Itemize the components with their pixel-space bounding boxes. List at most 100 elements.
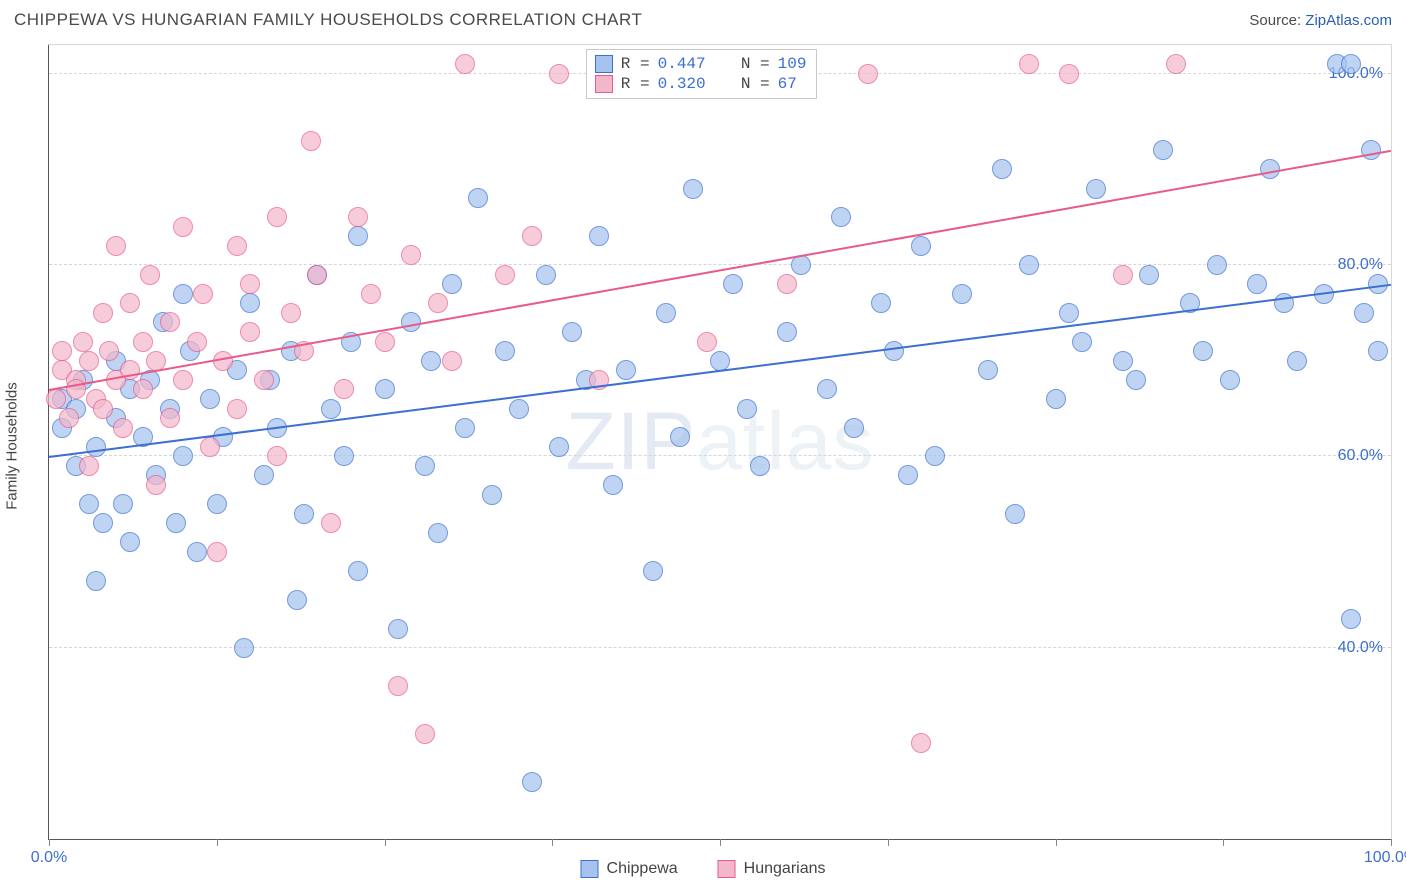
- scatter-point: [348, 561, 368, 581]
- scatter-point: [207, 494, 227, 514]
- scatter-point: [442, 351, 462, 371]
- scatter-point: [73, 332, 93, 352]
- x-tick-mark: [720, 839, 721, 846]
- scatter-point: [442, 274, 462, 294]
- scatter-point: [925, 446, 945, 466]
- scatter-point: [455, 54, 475, 74]
- scatter-point: [683, 179, 703, 199]
- scatter-point: [428, 523, 448, 543]
- scatter-point: [603, 475, 623, 495]
- source-label: Source:: [1249, 12, 1301, 29]
- scatter-point: [831, 207, 851, 227]
- scatter-point: [321, 399, 341, 419]
- scatter-point: [59, 408, 79, 428]
- scatter-point: [468, 188, 488, 208]
- scatter-point: [1247, 274, 1267, 294]
- scatter-point: [1361, 140, 1381, 160]
- x-tick-mark: [49, 839, 50, 846]
- scatter-point: [361, 284, 381, 304]
- scatter-point: [589, 226, 609, 246]
- scatter-point: [93, 513, 113, 533]
- scatter-point: [307, 265, 327, 285]
- scatter-point: [106, 236, 126, 256]
- stat-r-value: 0.320: [658, 75, 706, 93]
- scatter-point: [227, 236, 247, 256]
- scatter-point: [858, 64, 878, 84]
- scatter-point: [133, 332, 153, 352]
- scatter-point: [1086, 179, 1106, 199]
- scatter-point: [240, 274, 260, 294]
- x-tick-mark: [552, 839, 553, 846]
- scatter-point: [120, 532, 140, 552]
- scatter-point: [348, 207, 368, 227]
- scatter-point: [240, 293, 260, 313]
- scatter-point: [375, 379, 395, 399]
- scatter-point: [522, 772, 542, 792]
- scatter-point: [166, 513, 186, 533]
- scatter-point: [415, 456, 435, 476]
- scatter-point: [1072, 332, 1092, 352]
- scatter-point: [79, 494, 99, 514]
- scatter-point: [388, 676, 408, 696]
- source-link[interactable]: ZipAtlas.com: [1305, 12, 1392, 29]
- stat-r-label: R =: [621, 75, 650, 93]
- scatter-point: [750, 456, 770, 476]
- scatter-point: [401, 245, 421, 265]
- plot-wrap: ZIPatlas 40.0%60.0%80.0%100.0%0.0%100.0%…: [48, 44, 1392, 840]
- scatter-point: [1341, 609, 1361, 629]
- scatter-point: [187, 542, 207, 562]
- scatter-point: [1354, 303, 1374, 323]
- scatter-point: [656, 303, 676, 323]
- x-tick-label: 100.0%: [1364, 849, 1406, 867]
- scatter-point: [1059, 64, 1079, 84]
- scatter-point: [93, 399, 113, 419]
- chart-title: CHIPPEWA VS HUNGARIAN FAMILY HOUSEHOLDS …: [14, 10, 642, 30]
- scatter-point: [281, 303, 301, 323]
- scatter-point: [1153, 140, 1173, 160]
- scatter-point: [86, 571, 106, 591]
- scatter-point: [911, 236, 931, 256]
- scatter-point: [1126, 370, 1146, 390]
- scatter-point: [193, 284, 213, 304]
- scatter-point: [200, 389, 220, 409]
- scatter-point: [120, 293, 140, 313]
- scatter-point: [911, 733, 931, 753]
- legend-swatch: [595, 75, 613, 93]
- x-tick-mark: [1223, 839, 1224, 846]
- y-tick-label: 40.0%: [1338, 639, 1383, 657]
- scatter-point: [522, 226, 542, 246]
- scatter-point: [348, 226, 368, 246]
- legend-label: Hungarians: [744, 860, 826, 878]
- scatter-point: [334, 446, 354, 466]
- scatter-point: [777, 274, 797, 294]
- scatter-point: [187, 332, 207, 352]
- scatter-point: [1113, 265, 1133, 285]
- stat-r-value: 0.447: [658, 55, 706, 73]
- scatter-point: [670, 427, 690, 447]
- y-tick-label: 60.0%: [1338, 447, 1383, 465]
- scatter-point: [415, 724, 435, 744]
- scatter-point: [616, 360, 636, 380]
- scatter-point: [200, 437, 220, 457]
- scatter-point: [227, 399, 247, 419]
- scatter-point: [234, 638, 254, 658]
- scatter-point: [871, 293, 891, 313]
- legend-swatch: [595, 55, 613, 73]
- scatter-point: [643, 561, 663, 581]
- plot-area: ZIPatlas 40.0%60.0%80.0%100.0%0.0%100.0%…: [48, 45, 1391, 840]
- scatter-point: [455, 418, 475, 438]
- stats-row: R = 0.447 N = 109: [595, 54, 807, 74]
- x-tick-mark: [385, 839, 386, 846]
- scatter-point: [1207, 255, 1227, 275]
- stat-n-value: 109: [778, 55, 807, 73]
- x-tick-mark: [217, 839, 218, 846]
- scatter-point: [1220, 370, 1240, 390]
- scatter-point: [321, 513, 341, 533]
- x-tick-mark: [1056, 839, 1057, 846]
- scatter-point: [1341, 54, 1361, 74]
- scatter-point: [254, 465, 274, 485]
- scatter-point: [1193, 341, 1213, 361]
- bottom-legend: ChippewaHungarians: [581, 860, 826, 878]
- scatter-point: [240, 322, 260, 342]
- scatter-point: [1046, 389, 1066, 409]
